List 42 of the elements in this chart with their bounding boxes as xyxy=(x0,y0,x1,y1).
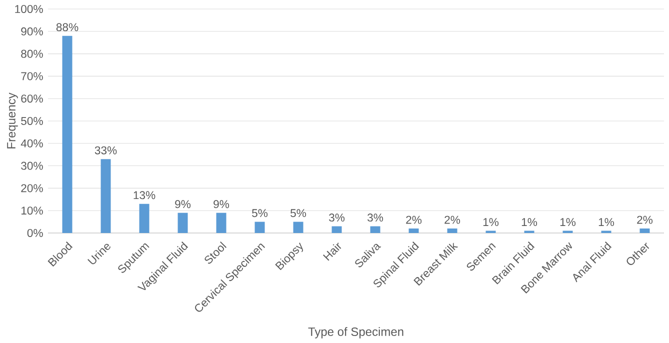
x-tick-label: Hair xyxy=(322,242,342,261)
y-tick-label: 90% xyxy=(21,27,43,36)
y-tick-label: 30% xyxy=(21,162,43,170)
data-label: 33% xyxy=(94,146,117,154)
data-label: 5% xyxy=(290,209,306,218)
data-label: 5% xyxy=(252,209,268,218)
y-tick-label: 40% xyxy=(20,139,43,148)
y-tick-label: 70% xyxy=(21,72,43,80)
data-label: 3% xyxy=(368,214,384,222)
y-tick-label: 10% xyxy=(21,206,43,215)
bar xyxy=(447,228,458,233)
bar xyxy=(62,36,72,233)
data-label: 2% xyxy=(637,216,653,224)
bar xyxy=(139,204,150,233)
bar xyxy=(216,212,226,233)
bar xyxy=(408,228,419,233)
data-label: 2% xyxy=(406,216,422,224)
bar xyxy=(640,228,650,233)
data-label: 1% xyxy=(522,218,538,226)
y-tick-label: 50% xyxy=(21,116,43,125)
data-label: 9% xyxy=(214,200,230,208)
data-label: 88% xyxy=(56,23,78,32)
bar xyxy=(332,226,342,233)
data-label: 13% xyxy=(134,191,156,200)
y-tick-label: 20% xyxy=(21,184,43,192)
bar xyxy=(100,159,111,233)
y-tick-label: 60% xyxy=(21,94,43,103)
y-tick-label: 0% xyxy=(27,228,43,237)
data-label: 1% xyxy=(560,218,576,226)
data-label: 1% xyxy=(598,218,614,226)
data-label: 2% xyxy=(444,216,460,224)
bar xyxy=(293,222,304,233)
bar xyxy=(254,222,265,233)
y-axis-title: Frequency xyxy=(7,92,18,148)
data-label: 9% xyxy=(175,200,191,208)
y-tick-label: 100% xyxy=(15,4,43,14)
bar xyxy=(178,212,188,233)
data-label: 1% xyxy=(483,218,499,226)
bar xyxy=(370,226,380,233)
x-axis-title: Type of Specimen xyxy=(308,327,404,338)
y-tick-label: 80% xyxy=(21,50,43,58)
data-label: 3% xyxy=(329,214,345,222)
